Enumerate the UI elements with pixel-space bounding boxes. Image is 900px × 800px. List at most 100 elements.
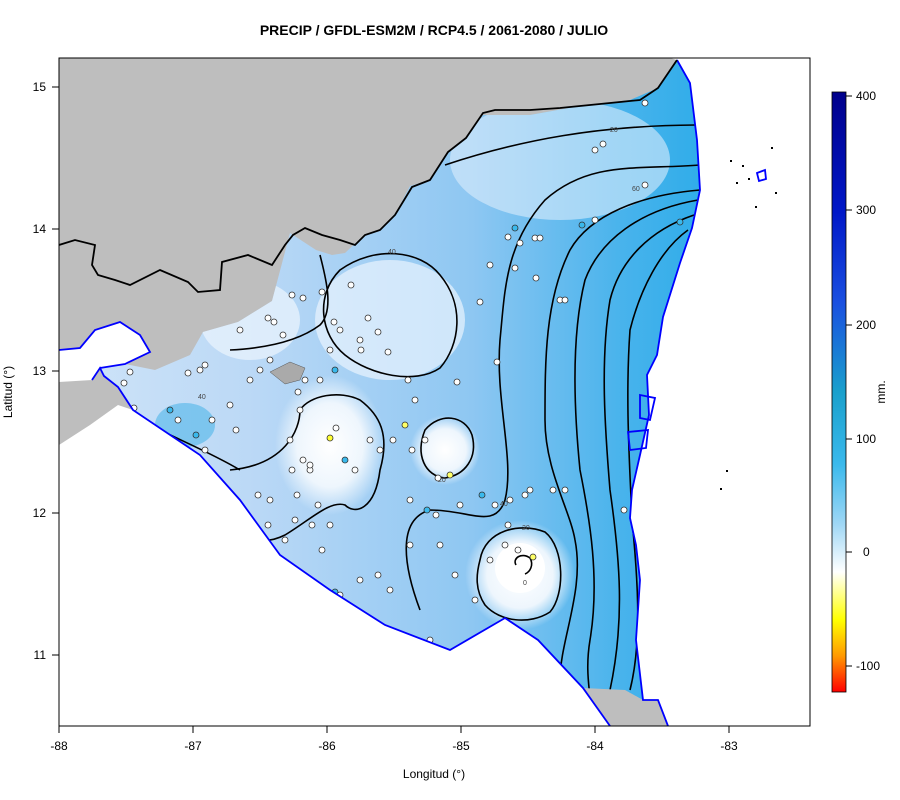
station-point: [511, 264, 519, 272]
station-point: [374, 571, 382, 579]
station-point: [256, 366, 264, 374]
x-tick-label: -84: [586, 739, 604, 753]
station-point: [326, 346, 334, 354]
y-tick-labels: 11 12 13 14 15: [33, 80, 47, 662]
station-points: [120, 99, 684, 656]
contour-label-north-20: 20: [610, 127, 618, 134]
station-point: [299, 456, 307, 464]
x-tick-label: -87: [184, 739, 202, 753]
fonseca-coastline: [59, 321, 152, 369]
colorbar-tick-label: -100: [856, 659, 880, 673]
station-point: [411, 396, 419, 404]
station-point: [308, 521, 316, 529]
station-point: [270, 318, 278, 326]
station-point: [318, 546, 326, 554]
y-axis: [52, 86, 59, 656]
station-point: [549, 486, 557, 494]
station-point: [406, 541, 414, 549]
plot-border: [58, 57, 811, 727]
station-point: [532, 274, 540, 282]
station-point: [279, 331, 287, 339]
station-point: [456, 501, 464, 509]
contour-lines: [159, 124, 700, 700]
station-point: [356, 336, 364, 344]
station-point: [529, 553, 537, 561]
station-point: [506, 496, 514, 504]
gulf-of-fonseca: [59, 322, 150, 382]
station-point: [336, 326, 344, 334]
station-point: [578, 221, 586, 229]
station-point: [357, 346, 365, 354]
station-point: [306, 461, 314, 469]
station-point: [408, 446, 416, 454]
contour-label-mid-20: 20: [438, 477, 446, 484]
station-point: [453, 378, 461, 386]
contour-80-south: [574, 199, 699, 700]
colorbar-label: mm.: [874, 380, 888, 403]
station-point: [406, 496, 414, 504]
y-tick-label: 11: [34, 648, 47, 662]
pacific-sea: [59, 405, 610, 726]
station-point: [478, 491, 486, 499]
contour-label-zero: 0: [523, 580, 527, 587]
station-point: [281, 536, 289, 544]
station-point: [451, 571, 459, 579]
station-point: [288, 466, 296, 474]
station-point: [401, 421, 409, 429]
station-point: [641, 181, 649, 189]
x-tick-label: -86: [318, 739, 336, 753]
pearl-lagoon: [639, 393, 657, 422]
station-point: [436, 541, 444, 549]
contour-40-north: [405, 164, 700, 611]
y-tick-label: 15: [33, 80, 47, 94]
contour-label-south-40: 40: [500, 501, 508, 508]
station-point: [293, 491, 301, 499]
station-point: [423, 506, 431, 514]
station-point: [201, 446, 209, 454]
station-point: [264, 521, 272, 529]
station-point: [486, 261, 494, 269]
station-point: [326, 434, 334, 442]
station-point: [434, 474, 442, 482]
contour-label-south-20: 20: [522, 525, 530, 532]
station-point: [330, 318, 338, 326]
station-point: [432, 511, 440, 519]
contour-40-northwest: [229, 254, 329, 351]
y-tick-label: 13: [33, 364, 47, 378]
bluefields-bay: [627, 428, 650, 452]
contour-100-south: [603, 214, 695, 691]
colorbar-ticks: [846, 95, 852, 667]
station-point: [514, 546, 522, 554]
station-point: [288, 291, 296, 299]
station-point: [620, 506, 628, 514]
station-point: [591, 146, 599, 154]
station-point: [254, 491, 262, 499]
station-point: [347, 281, 355, 289]
northern-border: [59, 59, 678, 293]
station-point: [421, 436, 429, 444]
station-point: [266, 356, 274, 364]
colorbar-tick-label: 200: [856, 318, 876, 332]
station-point: [196, 366, 204, 374]
station-point: [504, 233, 512, 241]
coastlines: [59, 59, 767, 726]
station-point: [486, 556, 494, 564]
station-point: [676, 218, 684, 226]
station-point: [208, 416, 216, 424]
station-point: [516, 239, 524, 247]
station-point: [296, 406, 304, 414]
station-point: [561, 296, 569, 304]
station-point: [591, 216, 599, 224]
station-point: [226, 401, 234, 409]
station-point: [192, 431, 200, 439]
station-point: [491, 501, 499, 509]
station-point: [331, 366, 339, 374]
station-point: [301, 376, 309, 384]
colorbar-tick-label: 300: [856, 203, 876, 217]
station-point: [386, 586, 394, 594]
y-tick-label: 12: [33, 506, 47, 520]
y-tick-label: 14: [33, 222, 47, 236]
station-point: [446, 471, 454, 479]
chart-title: PRECIP / GFDL-ESM2M / RCP4.5 / 2061-2080…: [260, 22, 608, 38]
